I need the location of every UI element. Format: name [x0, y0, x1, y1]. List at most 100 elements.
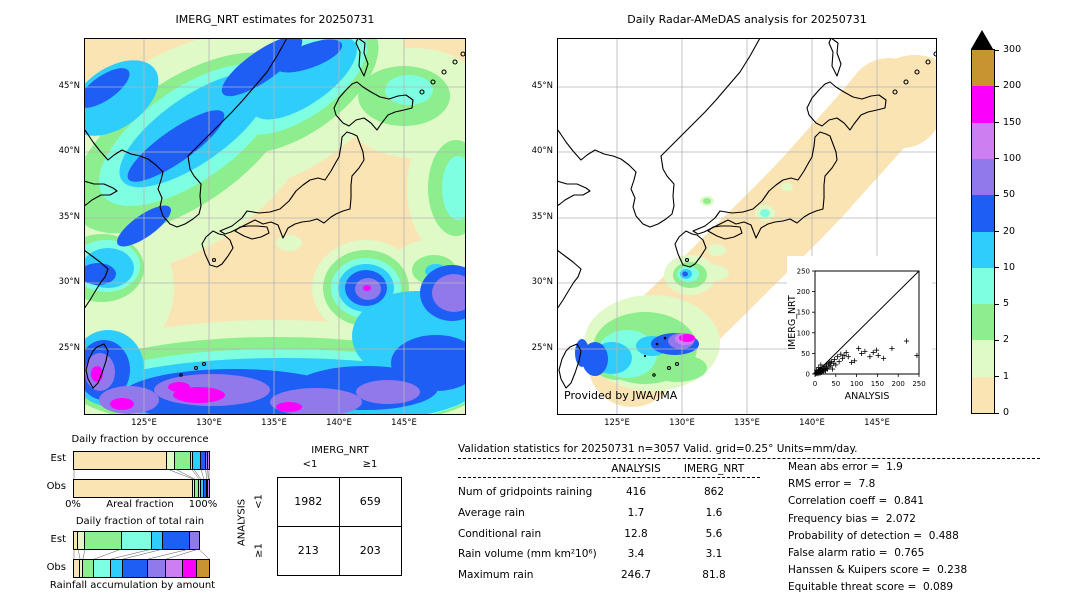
- contingency-table: 1982 659 213 203: [277, 477, 402, 576]
- metric-line: Equitable threat score = 0.089: [788, 581, 954, 594]
- colorbar-segment: [972, 376, 994, 413]
- bar-segment-cyan: [200, 480, 204, 497]
- divider: [458, 458, 1040, 459]
- lat-tick-label: 45°N: [58, 81, 80, 91]
- contingency-col-group: IMERG_NRT: [311, 445, 369, 456]
- stats-row-label: Maximum rain: [458, 569, 534, 582]
- colorbar-segment: [972, 195, 994, 232]
- stats-row-label: Average rain: [458, 507, 525, 520]
- validation-col-analysis: ANALYSIS: [611, 463, 661, 475]
- totalrain-obs-label: Obs: [46, 562, 66, 573]
- stats-value-analysis: 246.7: [620, 569, 652, 582]
- colorbar-tick-label: 2: [1003, 334, 1010, 346]
- lat-tick-label: 30°N: [58, 277, 80, 287]
- lat-tick-label: 40°N: [531, 146, 553, 156]
- svg-text:250: 250: [797, 268, 810, 276]
- stats-value-imerg: 3.1: [705, 548, 723, 561]
- stats-value-imerg: 862: [703, 486, 725, 499]
- bar-segment-cyan: [111, 560, 124, 577]
- svg-text:200: 200: [892, 380, 905, 388]
- right-map: 45°N 40°N 35°N 30°N 25°N 125°E 130°E 135°E 140°E…: [532, 37, 960, 428]
- colorbar-segment: [972, 122, 994, 159]
- contingency-cell: 1982: [278, 478, 340, 527]
- stats-value-analysis: 3.4: [627, 548, 645, 561]
- stats-row: Rain volume (mm km²10⁶) 3.4 3.1: [458, 544, 774, 565]
- occurrence-chart-title: Daily fraction by occurence: [71, 434, 209, 445]
- bar-segment-bluepurple: [189, 532, 199, 549]
- bar-segment-lightcyan: [191, 452, 194, 469]
- colorbar-tick: [995, 412, 999, 414]
- scatter-inset: 0 0 50 50 100 100 150 150 200 200 250 250 ANALYSIS IM…: [787, 256, 932, 414]
- bar-segment-magenta: [183, 560, 197, 577]
- contingency-col-label-ge1: ≥1: [362, 459, 378, 470]
- occurrence-est-label: Est: [50, 453, 66, 464]
- lat-tick-label: 25°N: [58, 343, 80, 353]
- totalrain-obs-bar: [73, 559, 210, 578]
- lon-tick-label: 135°E: [734, 418, 760, 428]
- contingency-row-label-lt1: <1: [253, 494, 265, 509]
- colorbar-segment: [972, 304, 994, 341]
- bar-segment-bluepurple: [206, 480, 209, 497]
- bar-segment-blue: [163, 532, 190, 549]
- bar-segment-violet: [207, 452, 209, 469]
- bar-segment-peach: [74, 452, 168, 469]
- left-map: 45°N 40°N 35°N 30°N 25°N 125°E 130°E 135°E 140°E…: [37, 0, 499, 440]
- bar-segment-green: [174, 452, 192, 469]
- contingency-cell: 213: [278, 526, 340, 575]
- lon-tick-label: 145°E: [391, 418, 417, 428]
- colorbar-tick: [995, 303, 999, 305]
- lat-tick-label: 35°N: [531, 212, 553, 222]
- colorbar-tick: [995, 49, 999, 51]
- svg-text:200: 200: [797, 288, 810, 296]
- lat-tick-label: 40°N: [58, 146, 80, 156]
- colorbar-tick-label: 1: [1003, 370, 1010, 382]
- bar-segment-lightcyan: [94, 560, 112, 577]
- metric-line: Mean abs error = 1.9: [788, 461, 903, 473]
- stats-row-label: Rain volume (mm km²10⁶): [458, 548, 597, 561]
- bar-segment-bluepurple: [205, 452, 208, 469]
- right-map-border: [557, 38, 937, 415]
- colorbar-tick-label: 10: [1003, 261, 1016, 273]
- metric-line: Hanssen & Kuipers score = 0.238: [788, 564, 968, 577]
- metric-line: Frequency bias = 2.072: [788, 512, 916, 525]
- bar-segment-peach: [74, 480, 194, 497]
- bar-segment-peach: [74, 560, 81, 577]
- bar-segment-palegreen: [80, 560, 83, 577]
- left-map-border: [84, 38, 466, 415]
- lon-tick-label: 125°E: [604, 418, 630, 428]
- colorbar-tick: [995, 122, 999, 124]
- colorbar-tick: [995, 158, 999, 160]
- lon-tick-label: 145°E: [864, 418, 890, 428]
- lon-tick-label: 130°E: [196, 418, 222, 428]
- metric-line: False alarm ratio = 0.765: [788, 546, 925, 559]
- metric-line: Probability of detection = 0.488: [788, 529, 959, 542]
- bar-segment-palegreen: [78, 532, 86, 549]
- bar-segment-lightcyan: [198, 480, 201, 497]
- colorbar-segment: [972, 340, 994, 377]
- divider: [458, 477, 760, 478]
- stats-row-label: Num of gridpoints raining: [458, 486, 593, 499]
- bar-segment-peach: [74, 532, 79, 549]
- lon-tick-label: 130°E: [669, 418, 695, 428]
- colorbar-tick: [995, 376, 999, 378]
- colorbar-tick-label: 200: [1003, 80, 1022, 92]
- occurrence-xmin-label: 0%: [65, 499, 81, 510]
- colorbar-tick: [995, 194, 999, 196]
- stats-value-analysis: 416: [625, 486, 647, 499]
- bar-segment-blue: [123, 560, 149, 577]
- occurrence-xaxis-title: Areal fraction: [106, 499, 174, 510]
- colorbar-tick-label: 50: [1003, 189, 1016, 201]
- left-map-svg: [37, 0, 499, 440]
- contingency-cell: 659: [339, 478, 401, 527]
- contingency-row-group: ANALYSIS: [236, 498, 248, 547]
- occurrence-xmax-label: 100%: [188, 499, 218, 510]
- totalrain-est-label: Est: [50, 534, 66, 545]
- stats-row: Conditional rain 12.8 5.6: [458, 523, 774, 544]
- totalrain-est-bar: [73, 531, 200, 550]
- occurrence-connectors: [73, 469, 210, 479]
- colorbar-tick: [995, 231, 999, 232]
- map-credit: Provided by JWA/JMA: [564, 389, 678, 402]
- svg-text:50: 50: [801, 350, 810, 358]
- colorbar-segment: [972, 158, 994, 196]
